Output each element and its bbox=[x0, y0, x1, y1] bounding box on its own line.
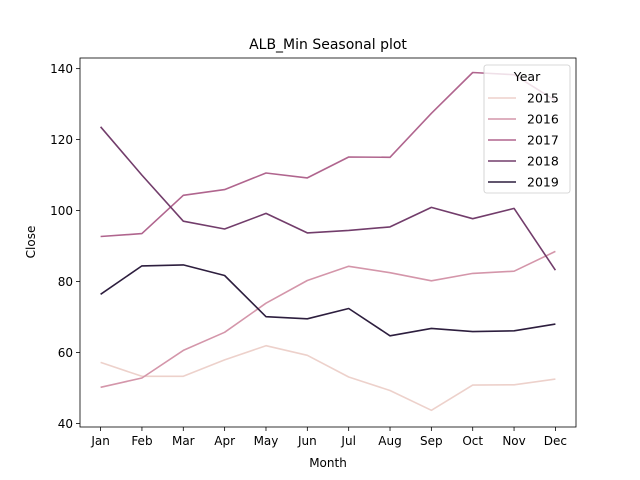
x-axis-label: Month bbox=[309, 456, 347, 470]
x-tick-label: Mar bbox=[172, 434, 195, 448]
legend-label-2016: 2016 bbox=[527, 112, 559, 127]
y-axis: 40 60 80 100 120 140 bbox=[50, 62, 80, 431]
y-tick-label: 60 bbox=[58, 346, 73, 360]
x-tick-label: May bbox=[254, 434, 279, 448]
y-axis-label: Close bbox=[24, 226, 38, 259]
legend-label-2015: 2015 bbox=[527, 91, 559, 106]
legend-title: Year bbox=[513, 69, 541, 84]
series-line-2017 bbox=[100, 71, 556, 238]
x-tick-label: Jan bbox=[90, 434, 110, 448]
x-tick-label: Dec bbox=[544, 434, 567, 448]
x-axis: Jan Feb Mar Apr May Jun Jul Aug Sep Oct Nov Dec bbox=[90, 427, 567, 448]
y-tick-label: 40 bbox=[58, 417, 73, 431]
series-line-2016 bbox=[100, 250, 556, 389]
x-tick-label: Feb bbox=[131, 434, 152, 448]
y-tick-label: 80 bbox=[58, 275, 73, 289]
series-line-2015 bbox=[100, 344, 556, 412]
plot-frame bbox=[79, 57, 577, 428]
y-tick-label: 140 bbox=[50, 62, 73, 76]
x-tick-label: Oct bbox=[462, 434, 483, 448]
y-tick-label: 100 bbox=[50, 204, 73, 218]
x-tick-label: Apr bbox=[214, 434, 235, 448]
x-tick-label: Sep bbox=[420, 434, 443, 448]
series-line-2019 bbox=[100, 264, 556, 337]
x-tick-label: Nov bbox=[502, 434, 525, 448]
legend-label-2018: 2018 bbox=[527, 154, 559, 169]
legend-label-2019: 2019 bbox=[527, 175, 559, 190]
x-tick-label: Jun bbox=[297, 434, 317, 448]
series-line-2018 bbox=[99, 126, 557, 271]
legend-label-2017: 2017 bbox=[527, 133, 559, 148]
plot-area bbox=[99, 71, 557, 412]
y-tick-label: 120 bbox=[50, 133, 73, 147]
legend: Year 2015 2016 2017 2018 2019 bbox=[483, 64, 571, 194]
x-tick-label: Jul bbox=[340, 434, 355, 448]
x-tick-label: Aug bbox=[378, 434, 401, 448]
chart-title: ALB_Min Seasonal plot bbox=[249, 37, 407, 53]
